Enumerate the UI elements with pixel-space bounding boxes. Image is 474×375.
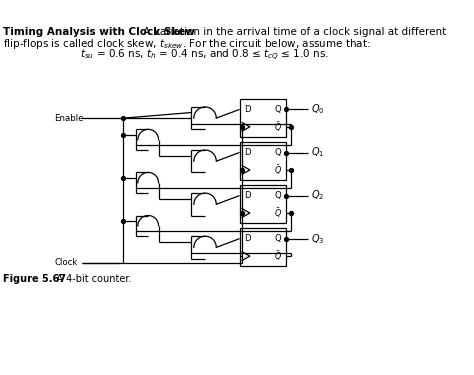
Bar	[239, 142, 286, 180]
Text: A 4-bit counter.: A 4-bit counter.	[47, 274, 132, 284]
Text: D: D	[244, 148, 250, 157]
Bar	[239, 185, 286, 223]
Bar	[239, 228, 286, 266]
Text: D: D	[244, 234, 250, 243]
Text: $Q_0$: $Q_0$	[311, 102, 325, 116]
Text: $\bar{Q}$: $\bar{Q}$	[274, 249, 282, 263]
Text: $t_{su}$ = 0.6 ns, $t_{h}$ = 0.4 ns, and 0.8 ≤ $t_{cQ}$ ≤ 1.0 ns.: $t_{su}$ = 0.6 ns, $t_{h}$ = 0.4 ns, and…	[80, 48, 328, 63]
Text: $\bar{Q}$: $\bar{Q}$	[274, 163, 282, 177]
Text: Q: Q	[275, 234, 282, 243]
Text: $\bar{Q}$: $\bar{Q}$	[274, 206, 282, 220]
Text: Clock: Clock	[55, 258, 78, 267]
Text: Q: Q	[275, 105, 282, 114]
Text: $Q_1$: $Q_1$	[311, 146, 324, 159]
Text: D: D	[244, 105, 250, 114]
Text: Timing Analysis with Clock Skew: Timing Analysis with Clock Skew	[2, 27, 194, 37]
Text: Enable: Enable	[55, 114, 84, 123]
Text: $Q_2$: $Q_2$	[311, 189, 324, 202]
Text: flip-flops is called clock skew, $t_{skew}$. For the circuit below, assume that:: flip-flops is called clock skew, $t_{ske…	[2, 37, 370, 51]
Text: $\bar{Q}$: $\bar{Q}$	[274, 120, 282, 134]
Bar	[239, 99, 286, 137]
Text: A variation in the arrival time of a clock signal at different: A variation in the arrival time of a clo…	[140, 27, 447, 37]
Text: Q: Q	[275, 148, 282, 157]
Text: D: D	[244, 191, 250, 200]
Text: Figure 5.67: Figure 5.67	[2, 274, 65, 284]
Text: $Q_3$: $Q_3$	[311, 232, 325, 246]
Text: Q: Q	[275, 191, 282, 200]
